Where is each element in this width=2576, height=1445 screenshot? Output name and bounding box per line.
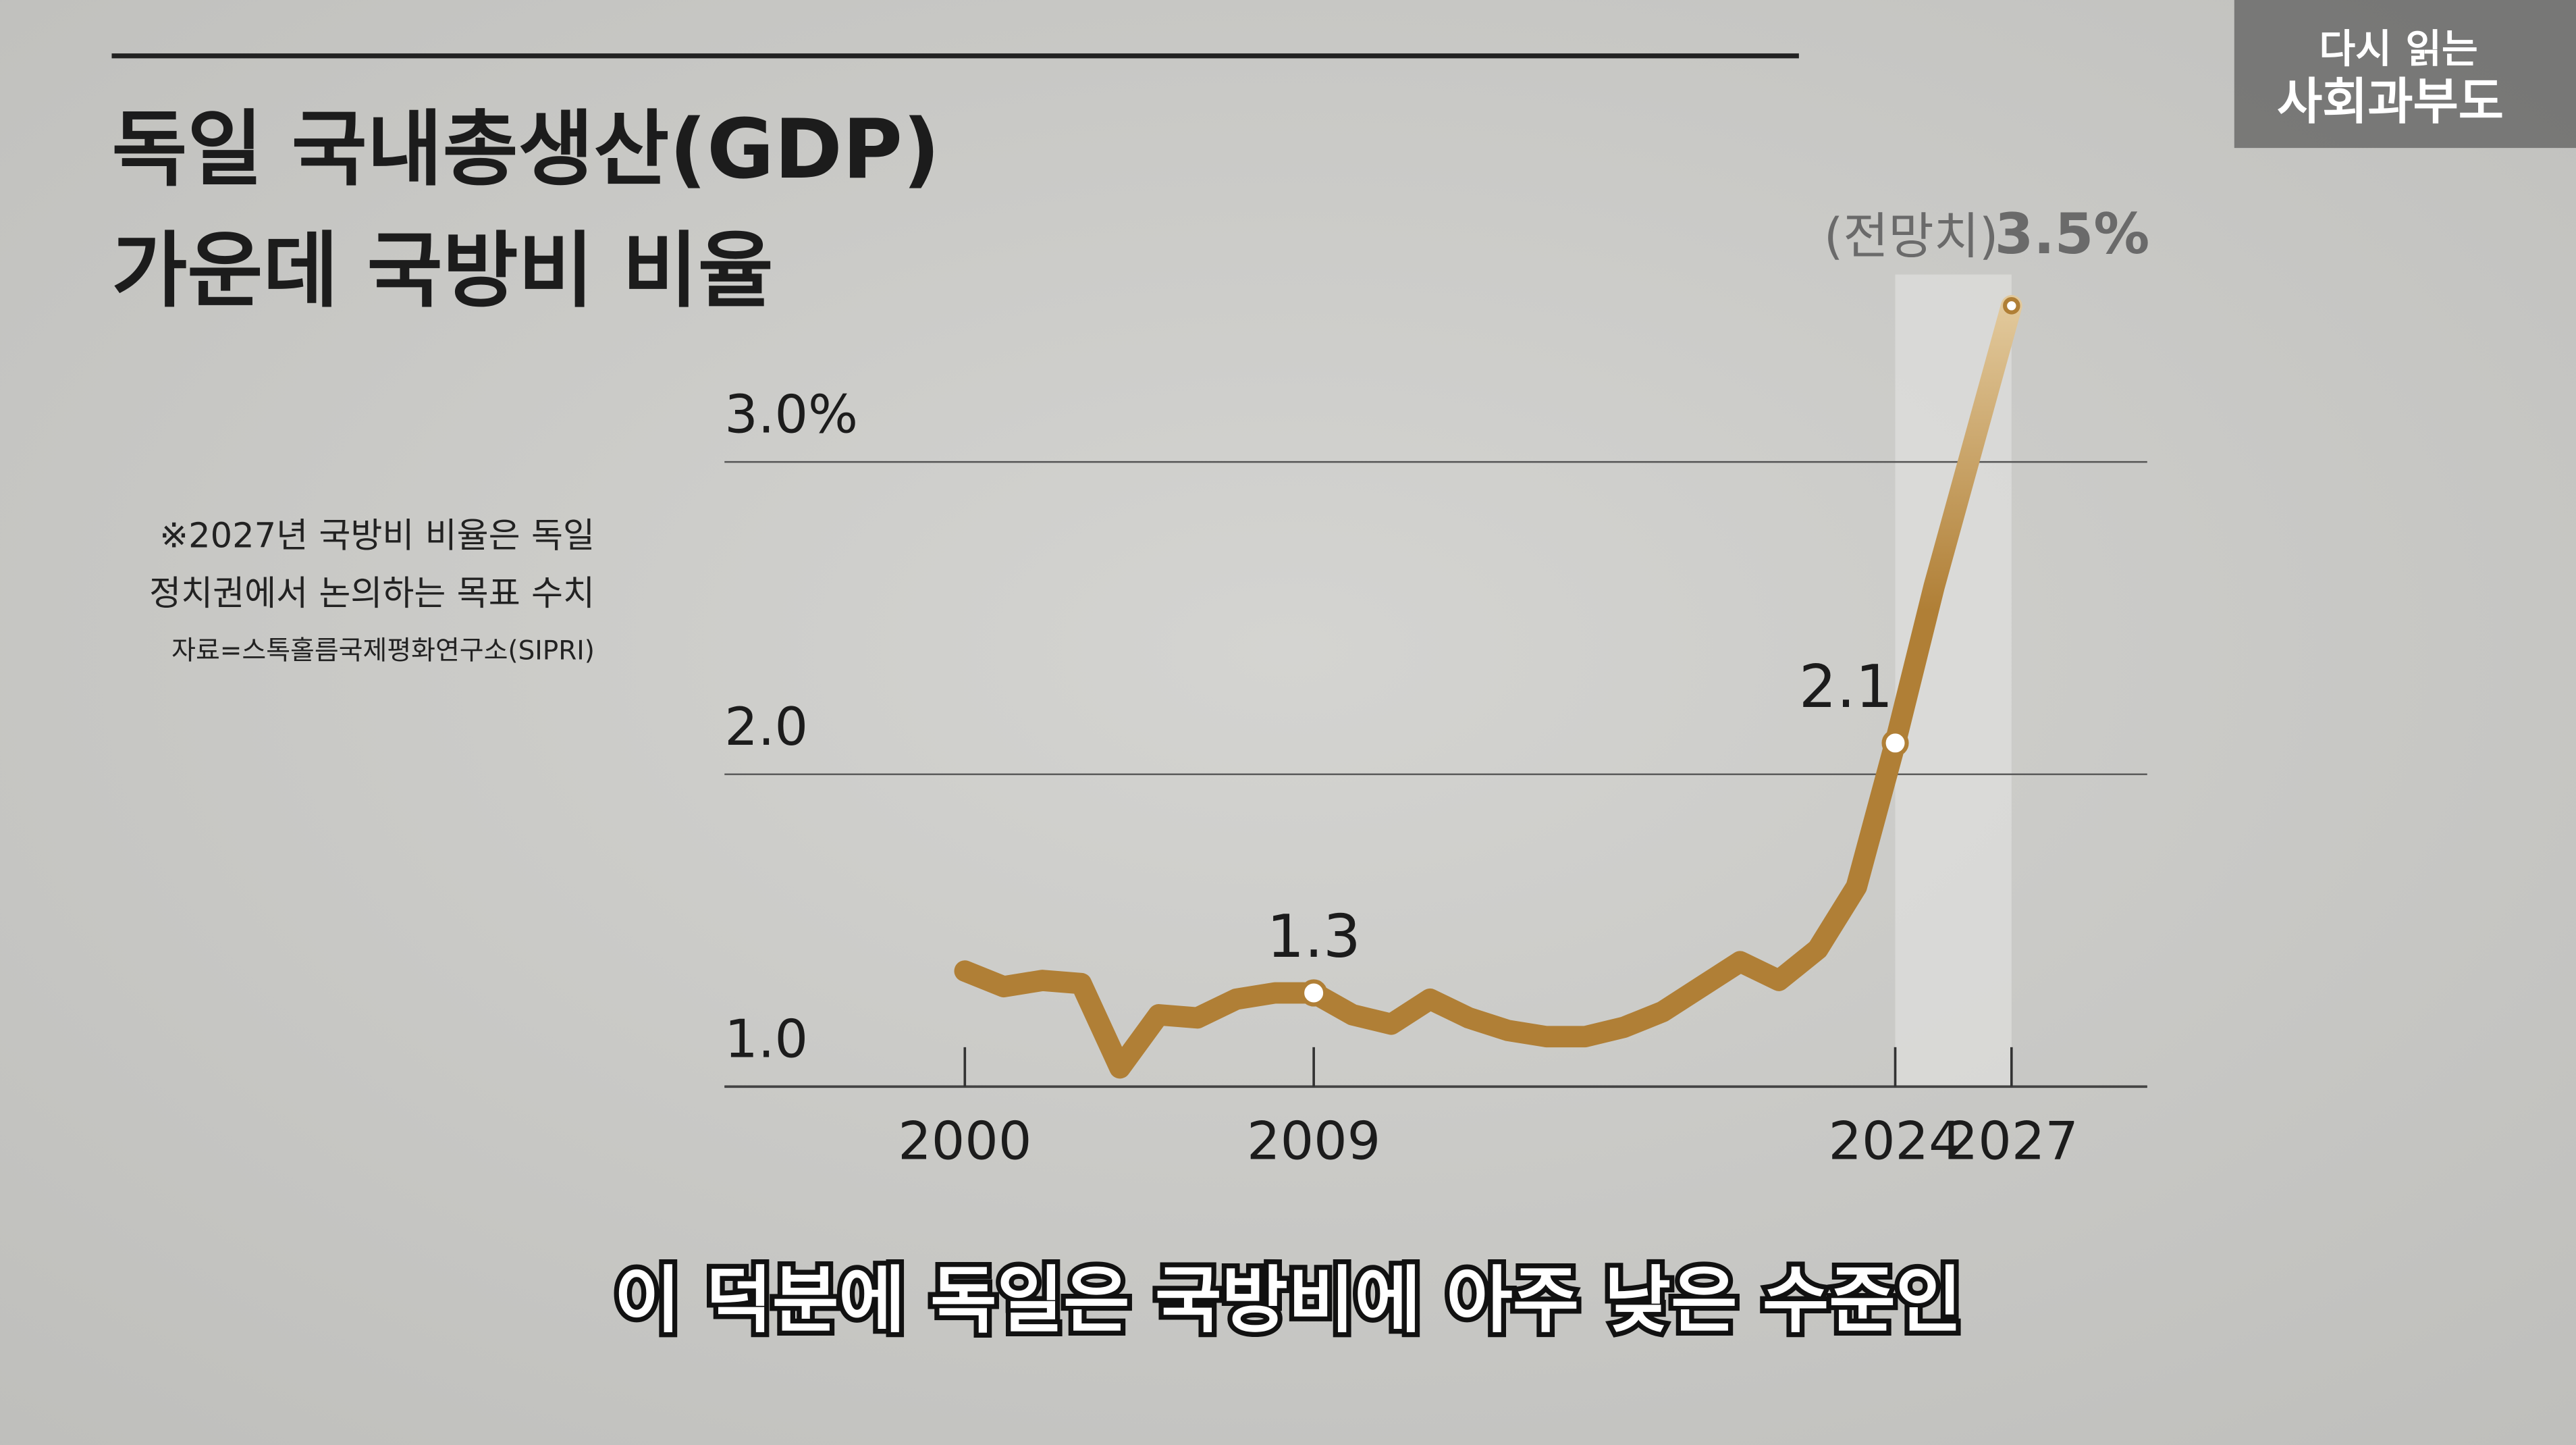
source: 자료=스톡홀름국제평화연구소(SIPRI): [171, 635, 595, 666]
chart-title: 가운데 국방비 비율: [111, 223, 773, 319]
y-tick-label: 1.0: [724, 1009, 808, 1070]
annotation: (전망치): [1824, 208, 1998, 265]
logo-bottom: 사회과부도: [2277, 73, 2504, 130]
point-marker: [2003, 297, 2020, 315]
logo-top: 다시 읽는: [2319, 26, 2478, 72]
point-marker: [1300, 979, 1328, 1007]
subtitle: 이 덕분에 독일은 국방비에 아주 낮은 수준인: [614, 1259, 1962, 1342]
x-tick-label: 2024: [1828, 1111, 1962, 1172]
data-label: 2.1: [1799, 652, 1893, 721]
data-label: 3.5%: [1995, 201, 2149, 267]
note: 정치권에서 논의하는 목표 수치: [149, 574, 595, 614]
point-marker: [1881, 729, 1909, 757]
x-tick-label: 2000: [898, 1111, 1031, 1172]
data-line: [954, 295, 2022, 1079]
y-tick-label: 2.0: [724, 697, 808, 758]
y-tick-label: 3.0%: [724, 384, 858, 445]
note: ※2027년 국방비 비율은 독일: [159, 517, 595, 556]
x-tick-label: 2009: [1247, 1111, 1380, 1172]
chart-title: 독일 국내총생산(GDP): [111, 101, 940, 197]
data-label: 1.3: [1266, 902, 1360, 971]
logo-backdrop: [2234, 0, 2576, 149]
x-tick-label: 2027: [1945, 1111, 2078, 1172]
